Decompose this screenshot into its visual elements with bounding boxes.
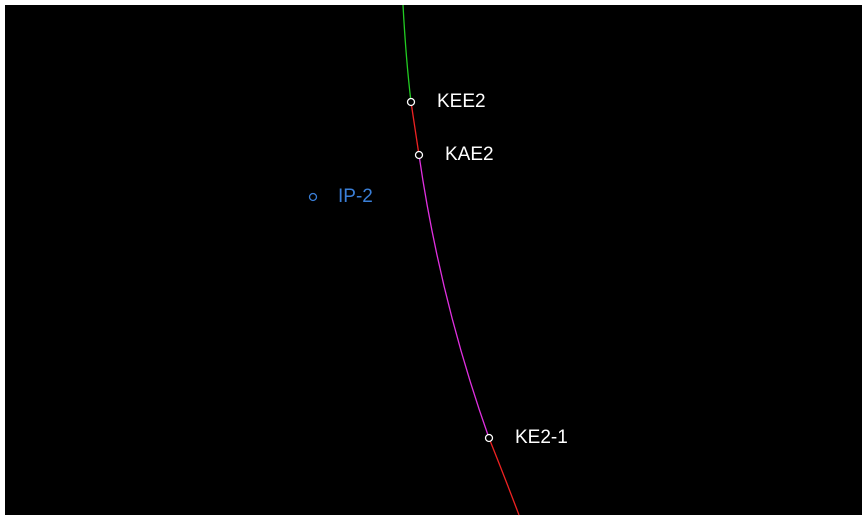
- point-label: KEE2: [437, 91, 486, 112]
- point-marker[interactable]: [484, 433, 494, 443]
- ip-marker[interactable]: [308, 192, 318, 202]
- ip-label: IP-2: [338, 186, 373, 207]
- point-label: KAE2: [445, 144, 494, 165]
- point-marker[interactable]: [414, 150, 424, 160]
- point-marker[interactable]: [406, 97, 416, 107]
- clothoid-segment: [418, 154, 490, 439]
- arc-segment: [410, 101, 420, 156]
- point-label: KE2-1: [515, 427, 568, 448]
- canvas-background: [5, 5, 862, 515]
- arc-segment: [488, 437, 520, 516]
- tangent-segment: [402, 4, 412, 103]
